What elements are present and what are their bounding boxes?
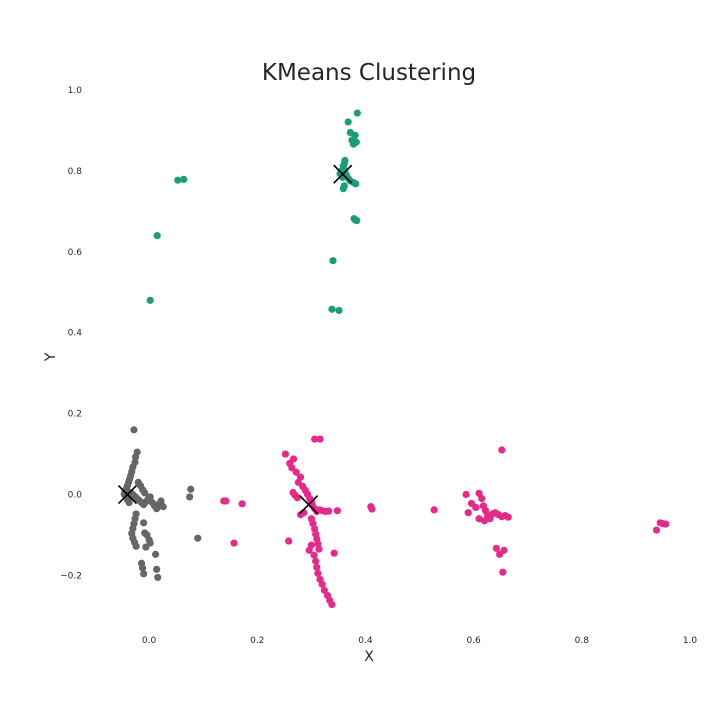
centroid-stroke — [299, 495, 319, 515]
y-tick-label: 0.2 — [68, 410, 82, 420]
cluster-0-point — [153, 232, 161, 240]
cluster-2-point — [288, 464, 296, 472]
x-tick-label: 0.6 — [466, 636, 481, 646]
cluster-2-point — [316, 435, 324, 443]
cluster-2-point — [475, 515, 483, 523]
cluster-0-point — [329, 257, 337, 265]
chart-title: KMeans Clustering — [262, 60, 476, 86]
cluster-1-point — [125, 499, 133, 507]
cluster-0-point — [174, 176, 182, 184]
cluster-1-point — [131, 453, 140, 461]
cluster-1-point — [140, 519, 148, 527]
y-tick-label: 0.6 — [68, 248, 83, 258]
cluster-0-point — [180, 175, 188, 183]
cluster-1-point — [187, 485, 195, 493]
cluster-0-point — [328, 305, 336, 313]
cluster-2-point — [652, 526, 661, 534]
x-tick-label: 1.0 — [683, 636, 698, 646]
cluster-2-point — [492, 544, 500, 552]
x-axis-label: X — [364, 649, 374, 665]
cluster-1-point — [154, 573, 162, 582]
centroid-markers — [117, 164, 353, 515]
cluster-1-point — [140, 570, 148, 578]
cluster-1-point — [151, 550, 160, 558]
y-tick-label: 0.0 — [68, 491, 83, 501]
cluster-1-point — [146, 493, 154, 501]
cluster-1-point — [130, 426, 138, 434]
cluster-1-centroid-marker — [117, 484, 138, 505]
cluster-2-point — [310, 551, 318, 559]
cluster-2-point — [330, 549, 338, 557]
cluster-0-centroid-marker — [333, 164, 353, 184]
y-tick-label: 0.8 — [68, 167, 83, 177]
cluster-2-point — [318, 580, 326, 588]
cluster-2-point — [311, 435, 319, 443]
cluster-2-point — [480, 517, 489, 525]
cluster-2-point — [462, 490, 470, 499]
centroid-stroke — [117, 484, 138, 505]
y-tick-label: −0.2 — [60, 571, 82, 581]
centroid-stroke — [333, 164, 353, 184]
cluster-0-point — [339, 185, 347, 193]
cluster-1-point — [139, 564, 147, 572]
cluster-1-point — [194, 534, 202, 542]
cluster-0-point — [335, 306, 343, 315]
y-axis-label: Y — [43, 352, 59, 362]
cluster-1-point — [157, 497, 165, 505]
y-axis-ticks: −0.2 0.0 0.2 0.4 0.6 0.8 1.0 — [60, 86, 82, 581]
cluster-2-point — [230, 539, 238, 547]
cluster-2-point — [328, 600, 336, 609]
x-tick-label: 0.0 — [142, 636, 157, 646]
cluster-2-point — [500, 546, 508, 554]
y-tick-label: 0.4 — [68, 329, 83, 339]
cluster-2-point — [285, 537, 293, 545]
cluster-0-point — [353, 217, 361, 225]
cluster-2-point — [314, 569, 322, 577]
cluster-0-point — [344, 118, 352, 126]
y-tick-label: 1.0 — [68, 86, 83, 96]
cluster-1-point — [153, 565, 161, 573]
cluster-2-point — [238, 500, 246, 508]
x-tick-label: 0.4 — [358, 636, 373, 646]
x-tick-label: 0.2 — [250, 636, 264, 646]
cluster-2-point — [305, 546, 313, 554]
cluster-2-point — [222, 497, 230, 505]
cluster-1-point — [186, 493, 194, 501]
cluster-2-point — [312, 557, 320, 565]
cluster-2-point — [333, 507, 341, 515]
cluster-2-point — [292, 468, 300, 476]
cluster-2-point — [498, 446, 506, 454]
scatter-points — [120, 109, 670, 609]
cluster-2-point — [289, 488, 297, 497]
cluster-2-point — [499, 568, 507, 576]
cluster-2-point — [281, 450, 289, 458]
cluster-1-point — [159, 503, 167, 511]
cluster-1-point — [141, 489, 149, 497]
cluster-2-point — [504, 513, 512, 521]
cluster-1-point — [142, 543, 150, 551]
cluster-2-point — [325, 507, 333, 515]
x-tick-label: 0.8 — [575, 636, 590, 646]
cluster-1-point — [132, 542, 140, 550]
cluster-2-point — [662, 520, 670, 528]
cluster-2-point — [315, 545, 323, 553]
cluster-0-point — [349, 140, 358, 148]
cluster-2-point — [296, 511, 305, 519]
cluster-2-point — [472, 503, 480, 512]
cluster-2-centroid-marker — [299, 495, 319, 515]
cluster-2-point — [313, 563, 321, 571]
cluster-0-point — [352, 180, 360, 188]
x-axis-ticks: 0.0 0.2 0.4 0.6 0.8 1.0 — [142, 636, 697, 646]
cluster-2-point — [368, 505, 376, 513]
cluster-2-point — [430, 506, 438, 514]
cluster-2-point — [478, 494, 486, 503]
cluster-0-point — [146, 296, 154, 304]
cluster-2-point — [320, 586, 328, 594]
cluster-0-point — [353, 109, 361, 117]
cluster-2-point — [464, 509, 472, 517]
